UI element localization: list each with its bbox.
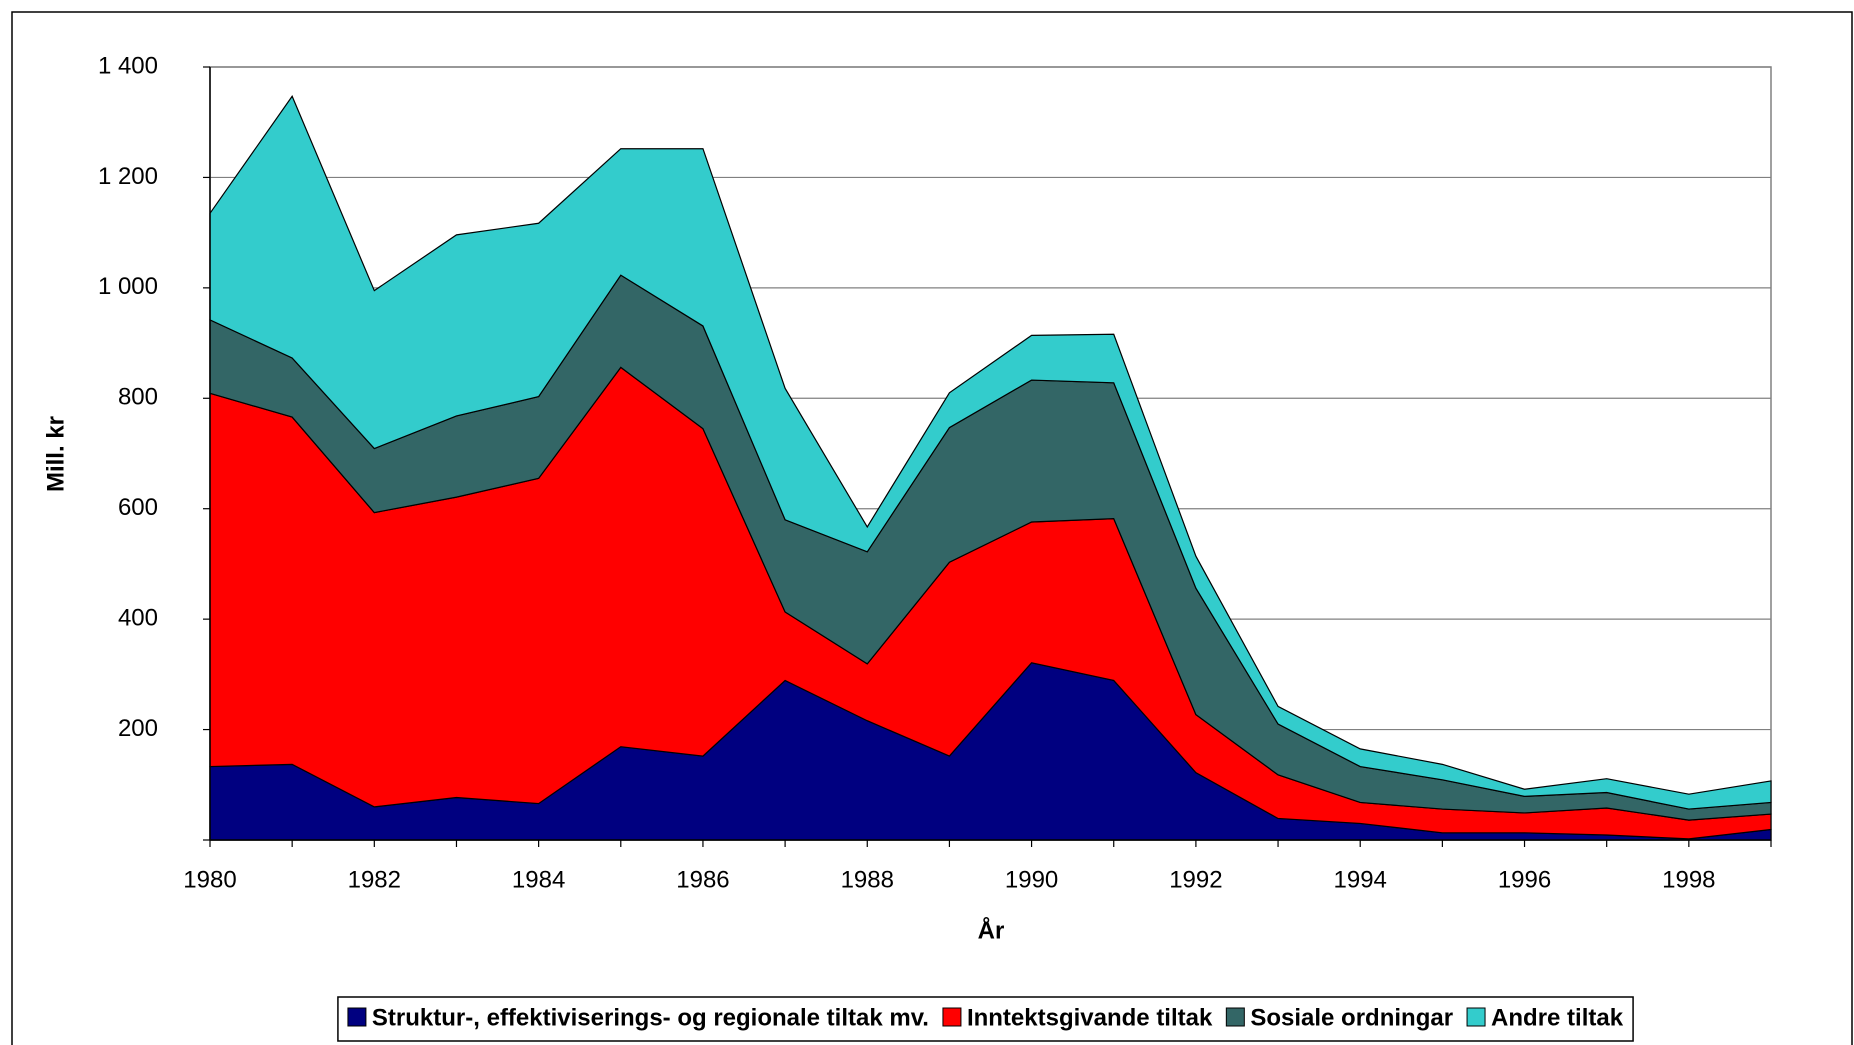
- legend-label: Sosiale ordningar: [1250, 1004, 1453, 1031]
- x-tick-label: 1994: [1334, 866, 1387, 893]
- legend-swatch: [347, 1007, 367, 1027]
- x-tick-label: 1982: [348, 866, 401, 893]
- y-tick-label: 200: [118, 715, 158, 742]
- x-tick-label: 1990: [1005, 866, 1058, 893]
- legend-swatch: [1225, 1007, 1245, 1027]
- y-tick-label: 1 000: [98, 273, 158, 300]
- legend-label: Struktur-, effektiviserings- og regional…: [372, 1004, 929, 1031]
- legend-label: Inntektsgivande tiltak: [967, 1004, 1213, 1031]
- legend-swatch: [1466, 1007, 1486, 1027]
- y-axis-label: Mill. kr: [42, 416, 69, 492]
- x-tick-label: 1998: [1662, 866, 1715, 893]
- legend: Struktur-, effektiviserings- og regional…: [337, 996, 1634, 1042]
- y-tick-label: 800: [118, 384, 158, 411]
- y-tick-label: 400: [118, 604, 158, 631]
- y-tick-label: 1 200: [98, 163, 158, 190]
- x-axis-label: År: [978, 916, 1005, 944]
- legend-label: Andre tiltak: [1491, 1004, 1624, 1031]
- legend-box: [337, 996, 1634, 1042]
- x-tick-label: 1984: [512, 866, 565, 893]
- area: [209, 95, 1772, 810]
- x-tick-label: 1988: [841, 866, 894, 893]
- x-tick-label: 1992: [1169, 866, 1222, 893]
- legend-swatch: [942, 1007, 962, 1027]
- y-tick-label: 600: [118, 494, 158, 521]
- x-tick-label: 1986: [676, 866, 729, 893]
- y-tick-label: 1 400: [98, 52, 158, 79]
- x-tick-label: 1996: [1498, 866, 1551, 893]
- x-tick-label: 1980: [183, 866, 236, 893]
